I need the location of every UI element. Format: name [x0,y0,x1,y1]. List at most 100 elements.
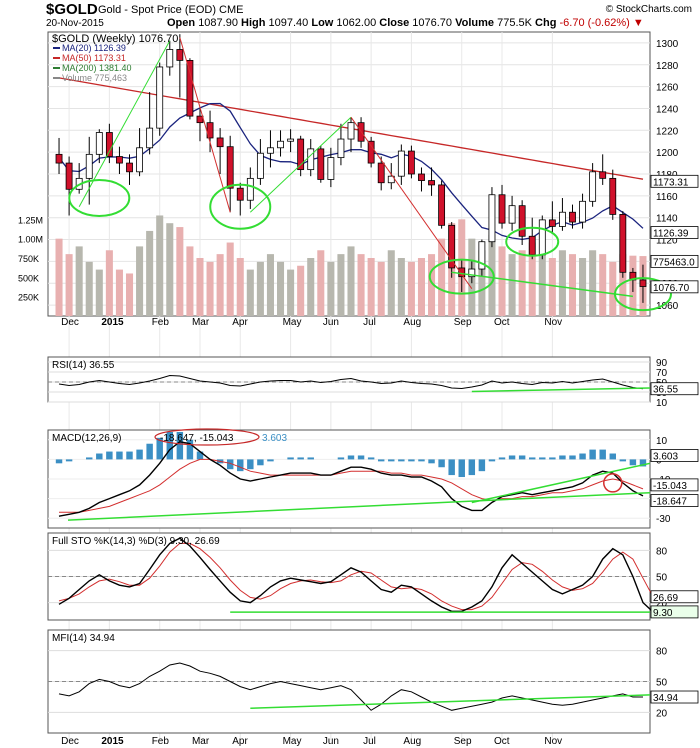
macd-signal-tag: -15.043 [653,481,687,492]
macd-histogram-bar [146,443,153,460]
macd-hist-tag: 3.603 [653,451,678,462]
month-label: Oct [494,317,510,328]
macd-histogram-bar [156,437,163,460]
volume-bar [246,269,254,316]
month-label: Sep [454,317,472,328]
price-tick-label: 1120 [656,236,678,247]
candle-up [246,177,254,201]
volume-bar [619,254,627,316]
macd-histogram-bar [579,453,586,460]
month-label: Nov [544,317,562,328]
macd-histogram-bar [629,459,637,466]
month-label: May [283,317,302,328]
candle-down [377,162,385,184]
volume-tag-box [650,254,699,268]
macd-histogram-bar [96,453,103,460]
month-label: Jun [323,317,339,328]
annotation-trendline-red [179,37,231,213]
macd-histogram-bar [86,457,93,460]
candle-down [226,146,234,189]
candle-down [569,211,576,223]
volume-bar [65,254,73,316]
mfi-title: MFI(14) 34.94 [52,633,115,644]
volume-bar [397,258,405,316]
candle-down [176,49,184,61]
annotation-support-line [451,271,633,298]
candle-down [55,153,63,164]
macd-support-line [471,462,651,504]
bottom-month-label: Aug [403,736,421,747]
high-value: 1097.40 [268,17,309,29]
macd-histogram-bar [55,459,63,464]
macd-title: MACD(12,26,9) [52,433,121,444]
volume-bar [307,258,315,316]
candle-up [85,153,93,179]
volume-bar [196,258,204,316]
candle-up [559,211,566,227]
macd-histogram-bar [408,459,415,462]
volume-bar [528,242,536,316]
macd-histogram-bar [126,451,133,460]
candle-down [528,235,536,256]
macd-histogram-bar [398,459,405,462]
legend-item: MA(50) 1173.31 [62,53,126,63]
annotation-circle [505,226,560,257]
volume-bar [327,261,335,316]
date-label: 20-Nov-2015 [46,18,104,29]
volume-bar [599,254,607,316]
macd-histogram-bar [267,459,274,462]
bottom-month-label: Jun [323,736,339,747]
month-label: Mar [192,317,210,328]
volume-bar [256,261,264,316]
volume-bar [488,234,496,316]
sto-d-tag-box [650,590,699,604]
candle-down [126,162,133,173]
annotation-circle [613,277,672,312]
volume-bar [95,269,103,316]
macd-histogram-bar [297,457,304,460]
month-label: Jul [363,317,376,328]
close-tag: 1076.70 [653,283,690,294]
price-tick-label: 1140 [656,214,678,225]
month-label: Dec [61,317,79,328]
candle-up [478,241,486,270]
macd-legend-circle [154,428,260,446]
ma20-tag-box [650,226,699,239]
macd-tick-label: 10 [656,436,668,447]
volume-bar [518,250,526,316]
bottom-month-label: Sep [454,736,472,747]
month-label: Aug [403,317,421,328]
mfi-tag-box [650,690,699,704]
macd-line [58,441,644,517]
volume-bar [226,242,234,316]
sto-tick-label: 80 [656,546,668,557]
macd-histogram-bar [367,457,375,460]
macd-histogram-bar [357,455,365,460]
sto-k-tag-box [650,605,699,619]
watermark: © StockCharts.com [605,4,692,15]
candle-down [438,184,446,226]
chg-value: -6.70 (-0.62%) [559,17,630,29]
rsi-tick-label: 70 [656,368,668,379]
macd-histogram-bar [559,455,566,460]
symbol-label: $GOLD [46,1,98,18]
sto-d-tag: 26.69 [653,593,678,604]
volume-bar [417,258,425,316]
rsi-line [58,374,644,390]
macd-histogram-bar [528,457,536,460]
close-tag-box [650,280,699,294]
candle-down [619,214,627,273]
rsi-tick-label: 90 [656,358,668,369]
candle-down [418,173,425,181]
open-value: 1087.90 [198,17,238,29]
volume-bar [508,254,516,316]
macd-histogram-bar [438,459,445,468]
price-tick-label: 1200 [656,148,679,159]
mfi-tag: 34.94 [653,693,678,704]
macd-histogram-bar [65,459,73,462]
candle-down [236,187,244,201]
annotation-trendline [78,40,171,208]
candle-up [347,122,355,140]
ma20-tag: 1126.39 [653,229,689,240]
macd-support-line [67,491,651,521]
